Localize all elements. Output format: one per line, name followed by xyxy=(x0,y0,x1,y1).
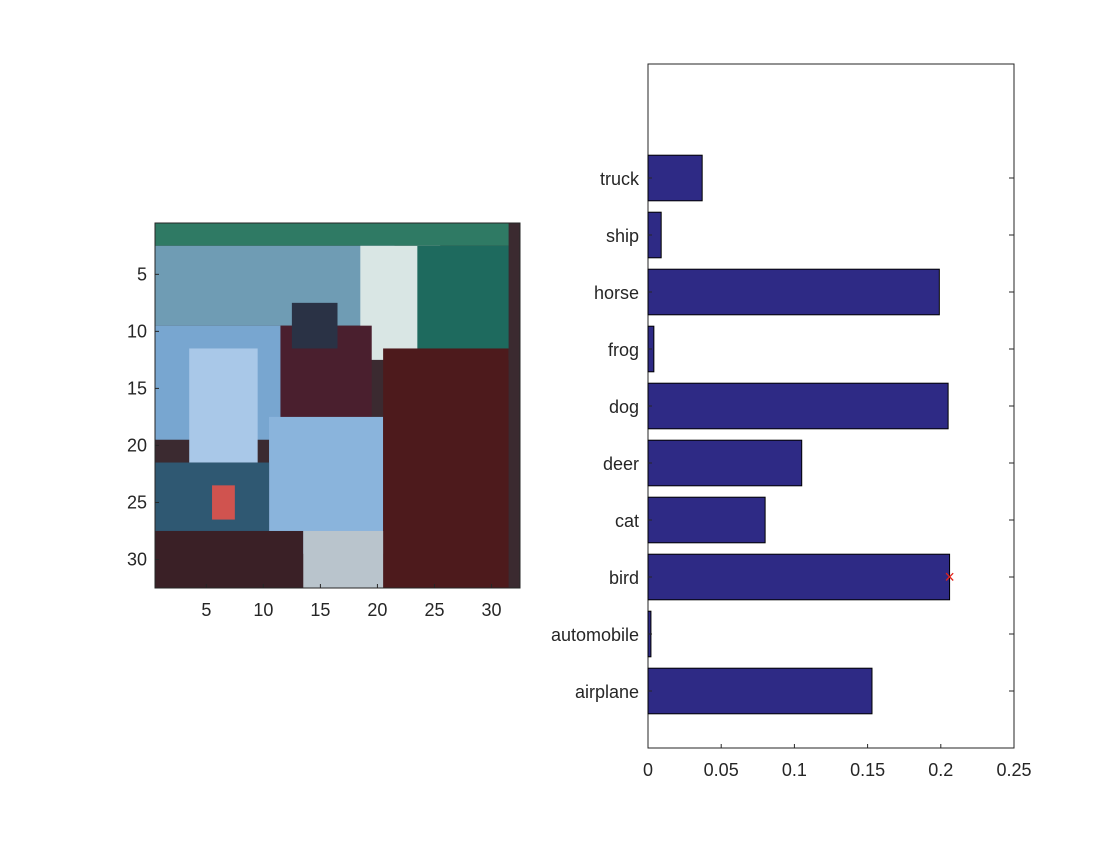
bar-category-label-automobile: automobile xyxy=(551,625,639,645)
bar-category-label-frog: frog xyxy=(608,340,639,360)
image-region-12 xyxy=(155,530,304,588)
image-region-3 xyxy=(189,348,258,463)
image-ytick-label-1: 10 xyxy=(127,321,147,341)
bar-dog xyxy=(647,382,949,430)
bar-xtick-label-4: 0.2 xyxy=(928,760,953,780)
prediction-marker: × xyxy=(944,567,955,587)
bar-xtick-label-5: 0.25 xyxy=(996,760,1031,780)
image-xtick-label-4: 25 xyxy=(424,600,444,620)
image-ytick-label-5: 30 xyxy=(127,549,147,569)
bar-cat xyxy=(647,496,766,544)
bar-category-label-ship: ship xyxy=(606,226,639,246)
bar-category-label-deer: deer xyxy=(603,454,639,474)
image-xtick-label-2: 15 xyxy=(310,600,330,620)
bar-category-label-horse: horse xyxy=(594,283,639,303)
bar-deer xyxy=(647,439,803,487)
image-ytick-label-0: 5 xyxy=(137,264,147,284)
bar-horse xyxy=(647,268,940,316)
image-region-0 xyxy=(155,223,509,246)
image-xtick-label-0: 5 xyxy=(201,600,211,620)
image-region-1 xyxy=(155,245,395,326)
bar-category-label-airplane: airplane xyxy=(575,682,639,702)
image-xtick-label-3: 20 xyxy=(367,600,387,620)
image-ytick-label-2: 15 xyxy=(127,378,147,398)
image-region-7 xyxy=(291,302,338,349)
bar-xtick-label-1: 0.05 xyxy=(704,760,739,780)
bar-chart-axes: airplane automobile bird cat deer dog frog hors… xyxy=(551,63,1032,780)
bar-xtick-label-3: 0.15 xyxy=(850,760,885,780)
image-region-5 xyxy=(417,245,509,360)
image-ytick-label-4: 25 xyxy=(127,492,147,512)
bar-xtick-label-0: 0 xyxy=(643,760,653,780)
bar-truck xyxy=(647,154,703,202)
image-region-9 xyxy=(383,348,509,588)
bar-category-label-truck: truck xyxy=(600,169,640,189)
image-region-11 xyxy=(212,485,235,520)
bar-category-label-cat: cat xyxy=(615,511,639,531)
bar-category-label-bird: bird xyxy=(609,568,639,588)
bar-bird xyxy=(647,553,951,601)
image-xtick-label-5: 30 xyxy=(481,600,501,620)
image-frame xyxy=(154,222,521,589)
image-xtick-label-1: 10 xyxy=(253,600,273,620)
bar-xtick-label-2: 0.1 xyxy=(782,760,807,780)
bar-airplane xyxy=(647,667,873,715)
bar-category-label-dog: dog xyxy=(609,397,639,417)
image-region-13 xyxy=(303,530,384,588)
image-ytick-label-3: 20 xyxy=(127,435,147,455)
image-axes: 5 10 15 20 25 30 5 10 15 20 25 30 xyxy=(127,222,521,620)
